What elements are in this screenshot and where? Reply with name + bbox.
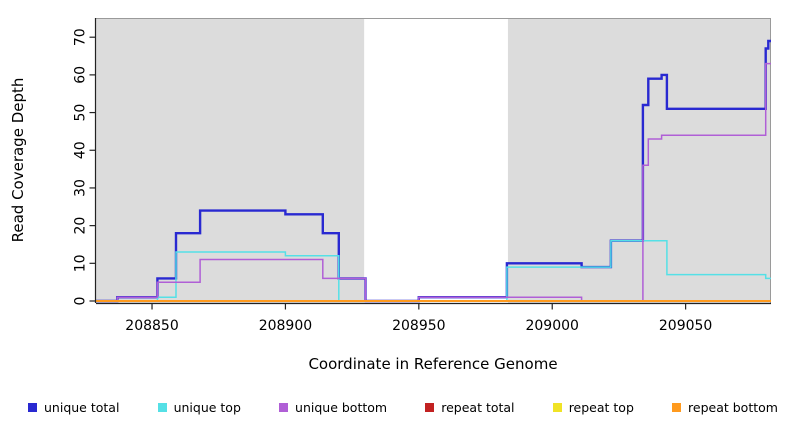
x-tick-label: 208850: [125, 318, 178, 334]
x-tick-label: 208950: [392, 318, 445, 334]
legend-item-unique-bottom: unique bottom: [279, 400, 387, 415]
y-tick-label: 20: [73, 217, 89, 235]
x-tick-label: 209000: [525, 318, 578, 334]
legend-label: repeat total: [441, 399, 515, 415]
axes-layer: 208850 208900 208950 209000 209050 0 10 20 30 40 5…: [73, 18, 771, 334]
legend-swatch-icon: [425, 402, 435, 412]
shaded-region: [507, 18, 771, 303]
y-tick-label: 50: [73, 104, 89, 122]
legend-item-repeat-total: repeat total: [425, 399, 515, 415]
plot-box-layer: [96, 18, 771, 303]
y-axis-title: Read Coverage Depth: [9, 78, 27, 243]
legend-swatch-icon: [28, 402, 37, 412]
y-tick-label: 60: [73, 66, 89, 84]
legend-swatch-icon: [157, 402, 167, 412]
y-tick-label: 70: [73, 28, 89, 46]
series-lines-layer: [96, 39, 771, 303]
legend-item-unique-top: unique top: [157, 399, 241, 415]
coverage-plot: 208850 208900 208950 209000 209050 0 10 20 30 40 5…: [9, 18, 771, 373]
legend-item-repeat-bottom: repeat bottom: [672, 400, 778, 415]
legend-label: unique top: [173, 399, 241, 415]
x-tick-label: 209050: [659, 318, 712, 334]
y-tick-label: 0: [73, 297, 89, 306]
legend-item-repeat-top: repeat top: [552, 399, 634, 415]
x-axis-title: Coordinate in Reference Genome: [308, 355, 557, 373]
x-tick-label: 208900: [259, 318, 312, 334]
series-line-unique-bottom: [96, 62, 771, 302]
legend-label: unique total: [44, 399, 120, 415]
y-tick-label: 10: [73, 254, 89, 272]
legend-label: repeat top: [568, 399, 634, 415]
legend: unique total unique top unique bottom repea…: [0, 394, 792, 420]
legend-swatch-icon: [279, 402, 289, 412]
y-tick-label: 40: [73, 141, 89, 159]
shaded-regions-layer: [96, 18, 771, 303]
legend-item-unique-total: unique total: [28, 400, 119, 415]
legend-label: unique bottom: [295, 399, 388, 415]
y-tick-label: 30: [73, 179, 89, 197]
legend-label: repeat bottom: [688, 399, 778, 415]
legend-swatch-icon: [552, 402, 562, 412]
legend-swatch-icon: [672, 402, 682, 412]
